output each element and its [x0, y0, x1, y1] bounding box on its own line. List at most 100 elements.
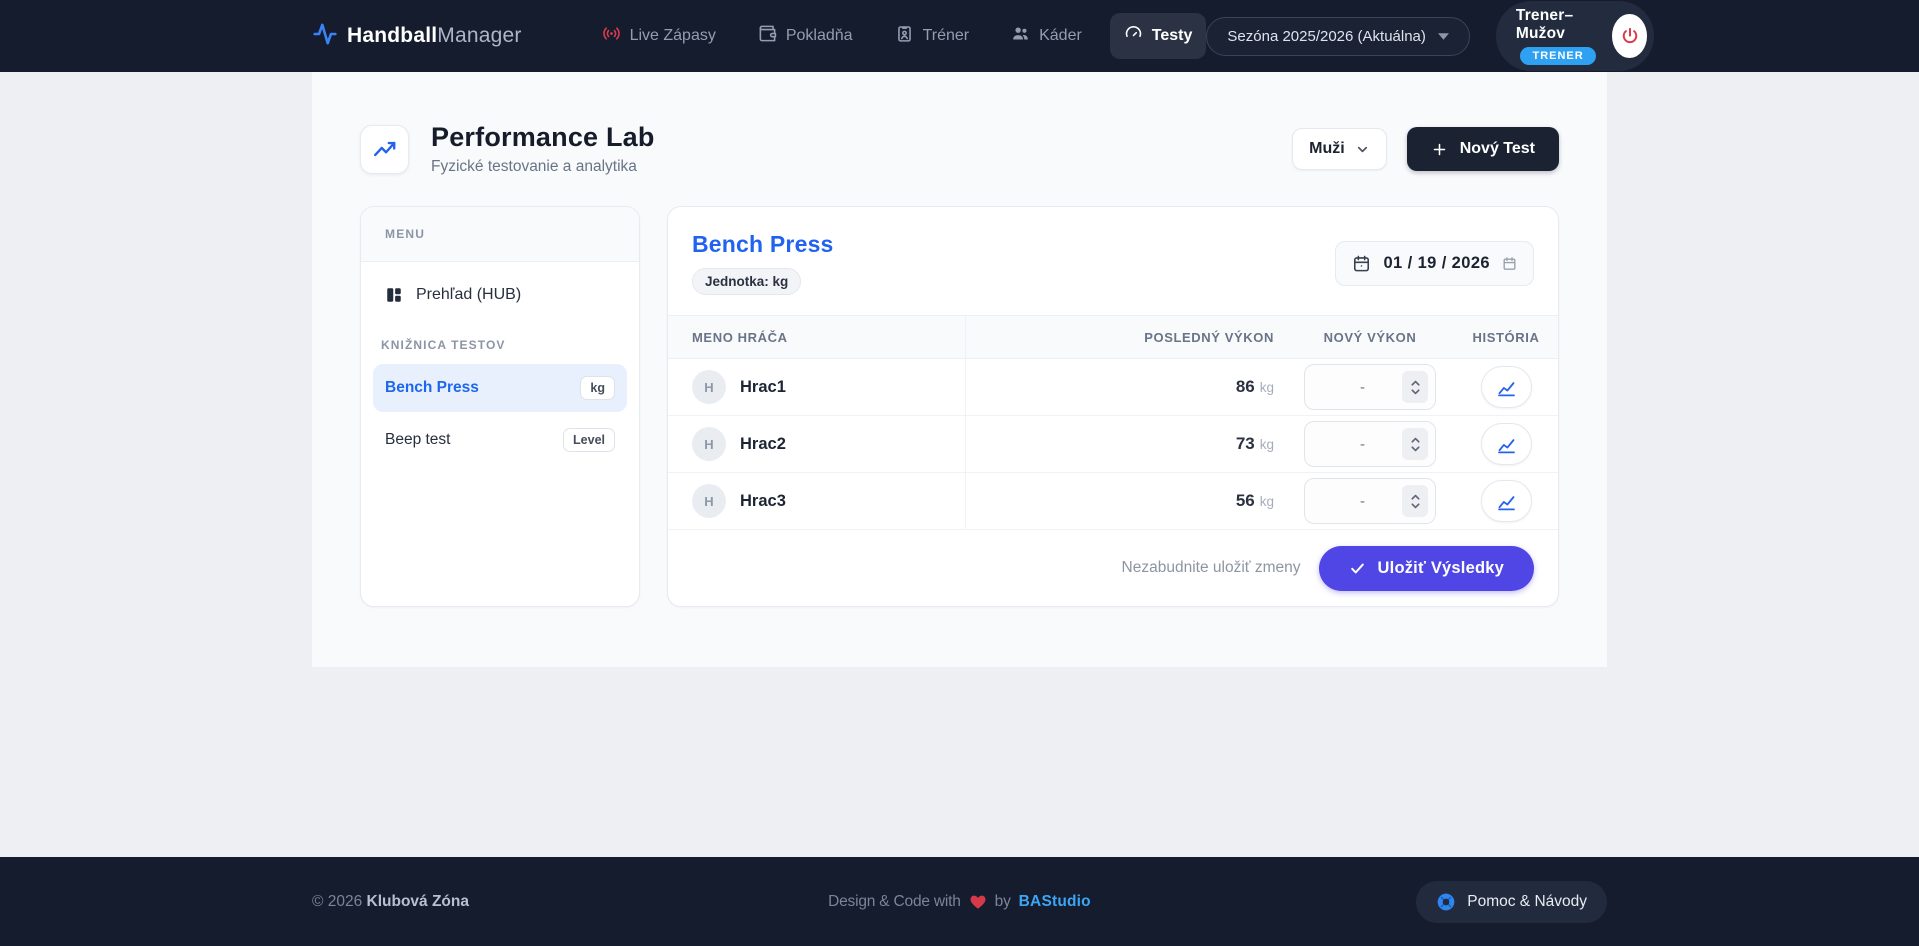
studio-link[interactable]: BAStudio: [1018, 892, 1091, 910]
help-button[interactable]: Pomoc & Návody: [1416, 880, 1607, 923]
history-button[interactable]: [1480, 480, 1532, 522]
test-name: Bench Press: [385, 379, 479, 396]
gender-selector[interactable]: Muži: [1292, 128, 1387, 170]
nav-item-trener[interactable]: Tréner: [881, 13, 984, 59]
gender-selector-label: Muži: [1309, 140, 1345, 157]
sidebar-menu-label: MENU: [361, 207, 639, 262]
date-picker[interactable]: 01 / 19 / 2026: [1335, 240, 1534, 286]
app-title: HandballManager: [347, 24, 522, 47]
avatar: H: [692, 484, 726, 518]
last-performance-value: 86: [1235, 377, 1255, 396]
new-test-button[interactable]: Nový Test: [1406, 127, 1559, 171]
sidebar-item-prehlad-hub[interactable]: Prehľad (HUB): [373, 274, 627, 316]
history-button[interactable]: [1480, 366, 1532, 408]
test-name: Beep test: [385, 431, 451, 448]
new-performance-value: -: [1360, 435, 1365, 453]
line-chart-icon: [1497, 381, 1515, 396]
check-icon: [1350, 563, 1364, 573]
chevron-down-icon: [1357, 146, 1367, 152]
stepper-arrows-icon: [1410, 494, 1420, 508]
column-header-historia: HISTÓRIA: [1472, 329, 1540, 345]
last-performance-unit: kg: [1259, 437, 1274, 452]
line-chart-icon: [1497, 438, 1515, 453]
stepper-arrows-icon: [1410, 437, 1420, 451]
line-chart-icon: [1497, 495, 1515, 510]
table-row: H Hrac2 73 kg -: [668, 416, 1558, 473]
tests-sidebar: MENU Prehľad (HUB) KNIŽNICA TESTOV Bench…: [360, 206, 640, 607]
panel-title: Bench Press: [692, 231, 834, 257]
player-name: Hrac2: [740, 434, 786, 453]
new-performance-input[interactable]: -: [1304, 364, 1436, 410]
user-chip[interactable]: Trener–Mužov TRENER: [1495, 1, 1655, 71]
calendar-picker-icon: [1503, 256, 1516, 270]
test-results-panel: Bench Press Jednotka: kg 01 / 19 / 2026 …: [667, 206, 1559, 607]
nav-item-live-zapasy[interactable]: Live Zápasy: [588, 13, 730, 59]
wallet-icon: [758, 24, 777, 48]
new-performance-input[interactable]: -: [1304, 421, 1436, 467]
nav-item-pokladna[interactable]: Pokladňa: [744, 13, 867, 59]
power-icon: [1622, 27, 1637, 44]
live-icon: [602, 24, 621, 48]
gauge-icon: [1124, 24, 1143, 48]
test-unit-badge: kg: [580, 376, 615, 400]
help-button-label: Pomoc & Návody: [1467, 892, 1587, 910]
table-row: H Hrac1 86 kg -: [668, 359, 1558, 416]
user-role-badge: TRENER: [1520, 47, 1596, 65]
new-test-button-label: Nový Test: [1459, 140, 1535, 157]
user-name: Trener–Mužov: [1515, 7, 1574, 42]
column-header-meno-hraca: MENO HRÁČA: [668, 316, 966, 358]
save-reminder-text: Nezabudnite uložiť zmeny: [1121, 559, 1301, 576]
sidebar-item-label: Prehľad (HUB): [416, 286, 522, 303]
number-stepper[interactable]: [1402, 485, 1428, 517]
nav-item-kader[interactable]: Káder: [997, 13, 1096, 59]
season-selector-label: Sezóna 2025/2026 (Aktuálna): [1227, 27, 1426, 45]
caret-down-icon: [1437, 32, 1449, 40]
page-title: Performance Lab: [431, 122, 655, 152]
history-button[interactable]: [1480, 423, 1532, 465]
table-header-row: MENO HRÁČA POSLEDNÝ VÝKON NOVÝ VÝKON HIS…: [668, 315, 1558, 359]
player-name: Hrac3: [740, 491, 786, 510]
new-performance-value: -: [1360, 378, 1365, 396]
clipboard-user-icon: [895, 24, 914, 48]
activity-pulse-icon: [312, 21, 338, 52]
content-wrapper: Performance Lab Fyzické testovanie a ana…: [312, 72, 1607, 667]
save-results-label: Uložiť Výsledky: [1377, 558, 1504, 577]
sidebar-test-bench-press[interactable]: Bench Press kg: [373, 364, 627, 412]
layout-grid-icon: [387, 288, 401, 302]
new-performance-input[interactable]: -: [1304, 478, 1436, 524]
page-header: Performance Lab Fyzické testovanie a ana…: [360, 122, 1559, 176]
nav-item-label: Káder: [1039, 27, 1082, 44]
season-selector[interactable]: Sezóna 2025/2026 (Aktuálna): [1206, 16, 1470, 56]
column-header-posledny-vykon: POSLEDNÝ VÝKON: [1144, 329, 1274, 345]
number-stepper[interactable]: [1402, 428, 1428, 460]
nav-item-label: Pokladňa: [785, 27, 853, 44]
column-header-novy-vykon: NOVÝ VÝKON: [1323, 329, 1417, 345]
sidebar-section-label: KNIŽNICA TESTOV: [381, 338, 506, 352]
trending-up-icon: [373, 141, 395, 157]
avatar: H: [692, 370, 726, 404]
last-performance-unit: kg: [1259, 494, 1274, 509]
life-buoy-icon: [1437, 893, 1455, 910]
number-stepper[interactable]: [1402, 371, 1428, 403]
page-subtitle: Fyzické testovanie a analytika: [431, 158, 637, 175]
test-unit-badge: Level: [563, 428, 615, 452]
nav-item-label: Testy: [1151, 27, 1193, 44]
plus-icon: [1433, 143, 1445, 155]
unit-badge: Jednotka: kg: [692, 268, 802, 295]
logout-button[interactable]: [1612, 14, 1648, 58]
last-performance-value: 73: [1235, 434, 1255, 453]
new-performance-value: -: [1360, 492, 1365, 510]
heart-icon: [970, 895, 986, 909]
sidebar-test-beep-test[interactable]: Beep test Level: [373, 416, 627, 464]
last-performance-unit: kg: [1259, 380, 1274, 395]
stepper-arrows-icon: [1410, 380, 1420, 394]
player-name: Hrac1: [740, 377, 786, 396]
avatar: H: [692, 427, 726, 461]
panel-footer: Nezabudnite uložiť zmeny Uložiť Výsledky: [668, 530, 1558, 606]
date-value: 01 / 19 / 2026: [1383, 253, 1490, 272]
nav-item-testy[interactable]: Testy: [1109, 13, 1207, 59]
save-results-button[interactable]: Uložiť Výsledky: [1318, 545, 1534, 591]
site-footer: © 2026 Klubová Zóna Design & Code with b…: [0, 857, 1919, 946]
app-logo[interactable]: HandballManager: [312, 21, 522, 52]
performance-lab-icon-box: [360, 124, 409, 174]
